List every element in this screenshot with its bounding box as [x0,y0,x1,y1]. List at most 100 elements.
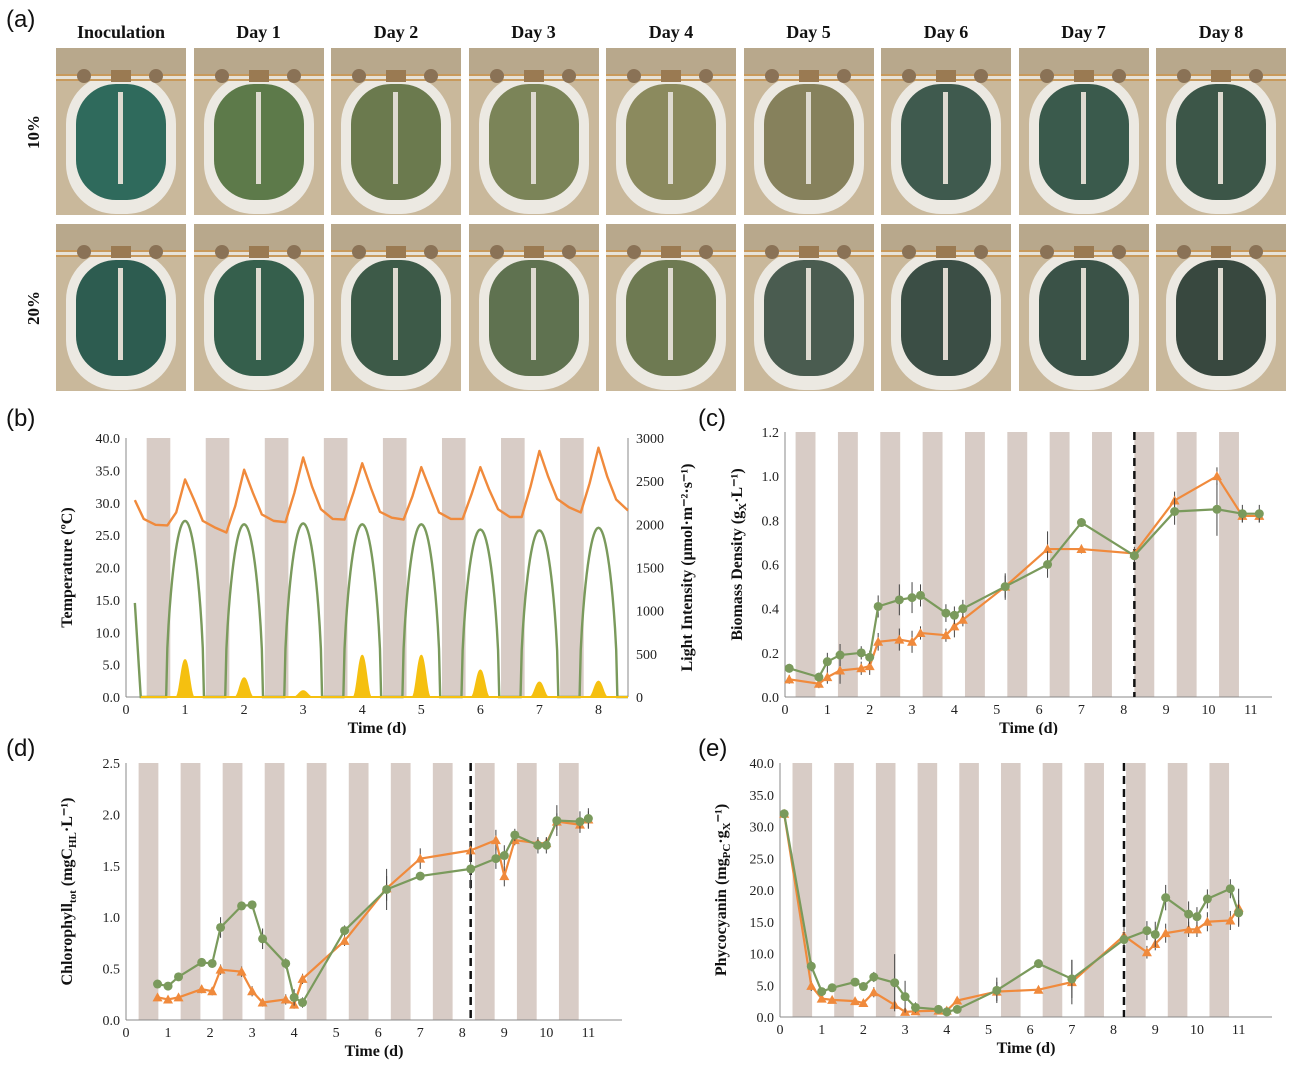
y-tick-label: 5.0 [103,659,121,674]
night-band [382,438,407,697]
temperature-line [133,446,629,534]
x-tick-label: 5 [993,703,1000,718]
night-band [180,763,201,1020]
x-tick-label: 10 [1190,1023,1204,1038]
data-point-orange [940,630,951,640]
y2-tick-label: 3000 [636,432,664,447]
data-point-orange [247,986,258,996]
x-tick-label: 6 [477,703,484,718]
data-point-green [575,817,585,827]
column-header: Day 7 [1061,22,1106,42]
data-point-green [869,972,879,982]
data-point-green [174,972,184,982]
x-tick-label: 6 [1027,1023,1034,1038]
y-tick-label: 20.0 [96,562,121,577]
night-band [390,763,411,1020]
y-tick-label: 2.5 [103,757,121,772]
light-intensity-2-peak [589,680,608,698]
data-point-green [817,987,827,997]
x-tick-label: 5 [418,703,425,718]
night-band [306,763,327,1020]
data-point-green [894,595,904,605]
x-tick-label: 0 [123,703,130,718]
chart-b-temperature-light: 0.0 5.0 10.0 15.0 20.0 25.0 30.0 35.0 40.0 0 1 2 3 4 5… [59,432,696,735]
data-point-green [510,830,520,840]
data-point-green [858,982,868,992]
data-point-green [247,900,257,910]
x-tick-label: 4 [291,1026,298,1041]
tank-photo [56,224,186,391]
y-tick-label: 1.0 [762,470,780,485]
data-point-orange [907,636,918,646]
data-point-orange [827,994,838,1004]
panel-label-b: (b) [6,405,36,432]
data-point-orange [822,672,833,682]
night-band [1134,432,1155,697]
data-point-green [865,652,875,662]
y-tick-label: 0.8 [762,514,780,529]
data-point-orange [835,665,846,675]
data-point-green [949,610,959,620]
tank-photo [1018,48,1149,215]
tank-photo [468,48,599,215]
y-tick-label: 1.2 [762,426,780,441]
x-tick-label: 8 [1110,1023,1117,1038]
y2-tick-label: 2500 [636,475,664,490]
column-header: Day 2 [373,22,419,42]
data-point-green [552,816,562,826]
y-tick-label: 30.0 [750,821,775,836]
data-point-green [289,992,299,1002]
data-point-green [856,648,866,658]
x-tick-label: 11 [582,1026,595,1041]
night-band [1084,763,1104,1017]
column-header: Day 1 [236,22,281,42]
data-point-orange [499,871,510,881]
x-tick-label: 2 [860,1023,867,1038]
light-intensity-2-peak [410,654,433,698]
light-intensity-2-peak [530,681,549,698]
tank-photo [331,224,461,391]
night-band [474,763,495,1020]
night-band [222,763,243,1020]
tank-photo [1018,224,1149,391]
data-point-green [1043,560,1053,569]
chart-c-biomass-density: 0.0 0.2 0.4 0.6 0.8 1.0 1.2 0 1 2 3 4 5 6 7 8 9 10 11 Time … [729,426,1272,735]
night-band [959,763,979,1017]
y2-tick-label: 0 [636,691,643,706]
x-axis-label: Time (d) [348,720,407,735]
night-band [1007,432,1028,697]
x-tick-label: 3 [909,703,916,718]
data-point-orange [1183,924,1194,934]
data-point-orange [339,935,350,945]
x-tick-label: 0 [123,1026,130,1041]
x-tick-label: 10 [1201,703,1215,718]
night-band [432,763,453,1020]
column-header: Day 3 [511,22,556,42]
y-tick-label: 0.4 [762,603,780,618]
y-tick-label: 5.0 [757,979,775,994]
data-point-green [207,958,217,968]
data-point-green [1129,551,1139,561]
data-point-green [499,851,509,861]
night-band [560,438,584,697]
tank-photo [606,224,736,391]
light-intensity-2-peak [351,654,374,698]
y-tick-label: 40.0 [750,757,775,772]
panel-label-c: (c) [698,405,726,432]
data-point-orange [813,678,824,688]
data-point-green [850,977,860,987]
data-point-green [958,604,968,614]
y-tick-label: 20.0 [750,884,775,899]
data-point-green [814,672,824,682]
night-band [146,438,171,697]
data-point-green [163,981,173,991]
data-point-green [153,979,163,989]
x-tick-label: 8 [595,703,602,718]
x-tick-label: 2 [866,703,873,718]
column-header: Day 5 [786,22,831,42]
data-point-orange [1202,916,1213,926]
night-band [1126,763,1146,1017]
y-axis-label: Biomass Density (gX·L⁻¹) [729,468,749,640]
panel-label-e: (e) [698,735,728,762]
